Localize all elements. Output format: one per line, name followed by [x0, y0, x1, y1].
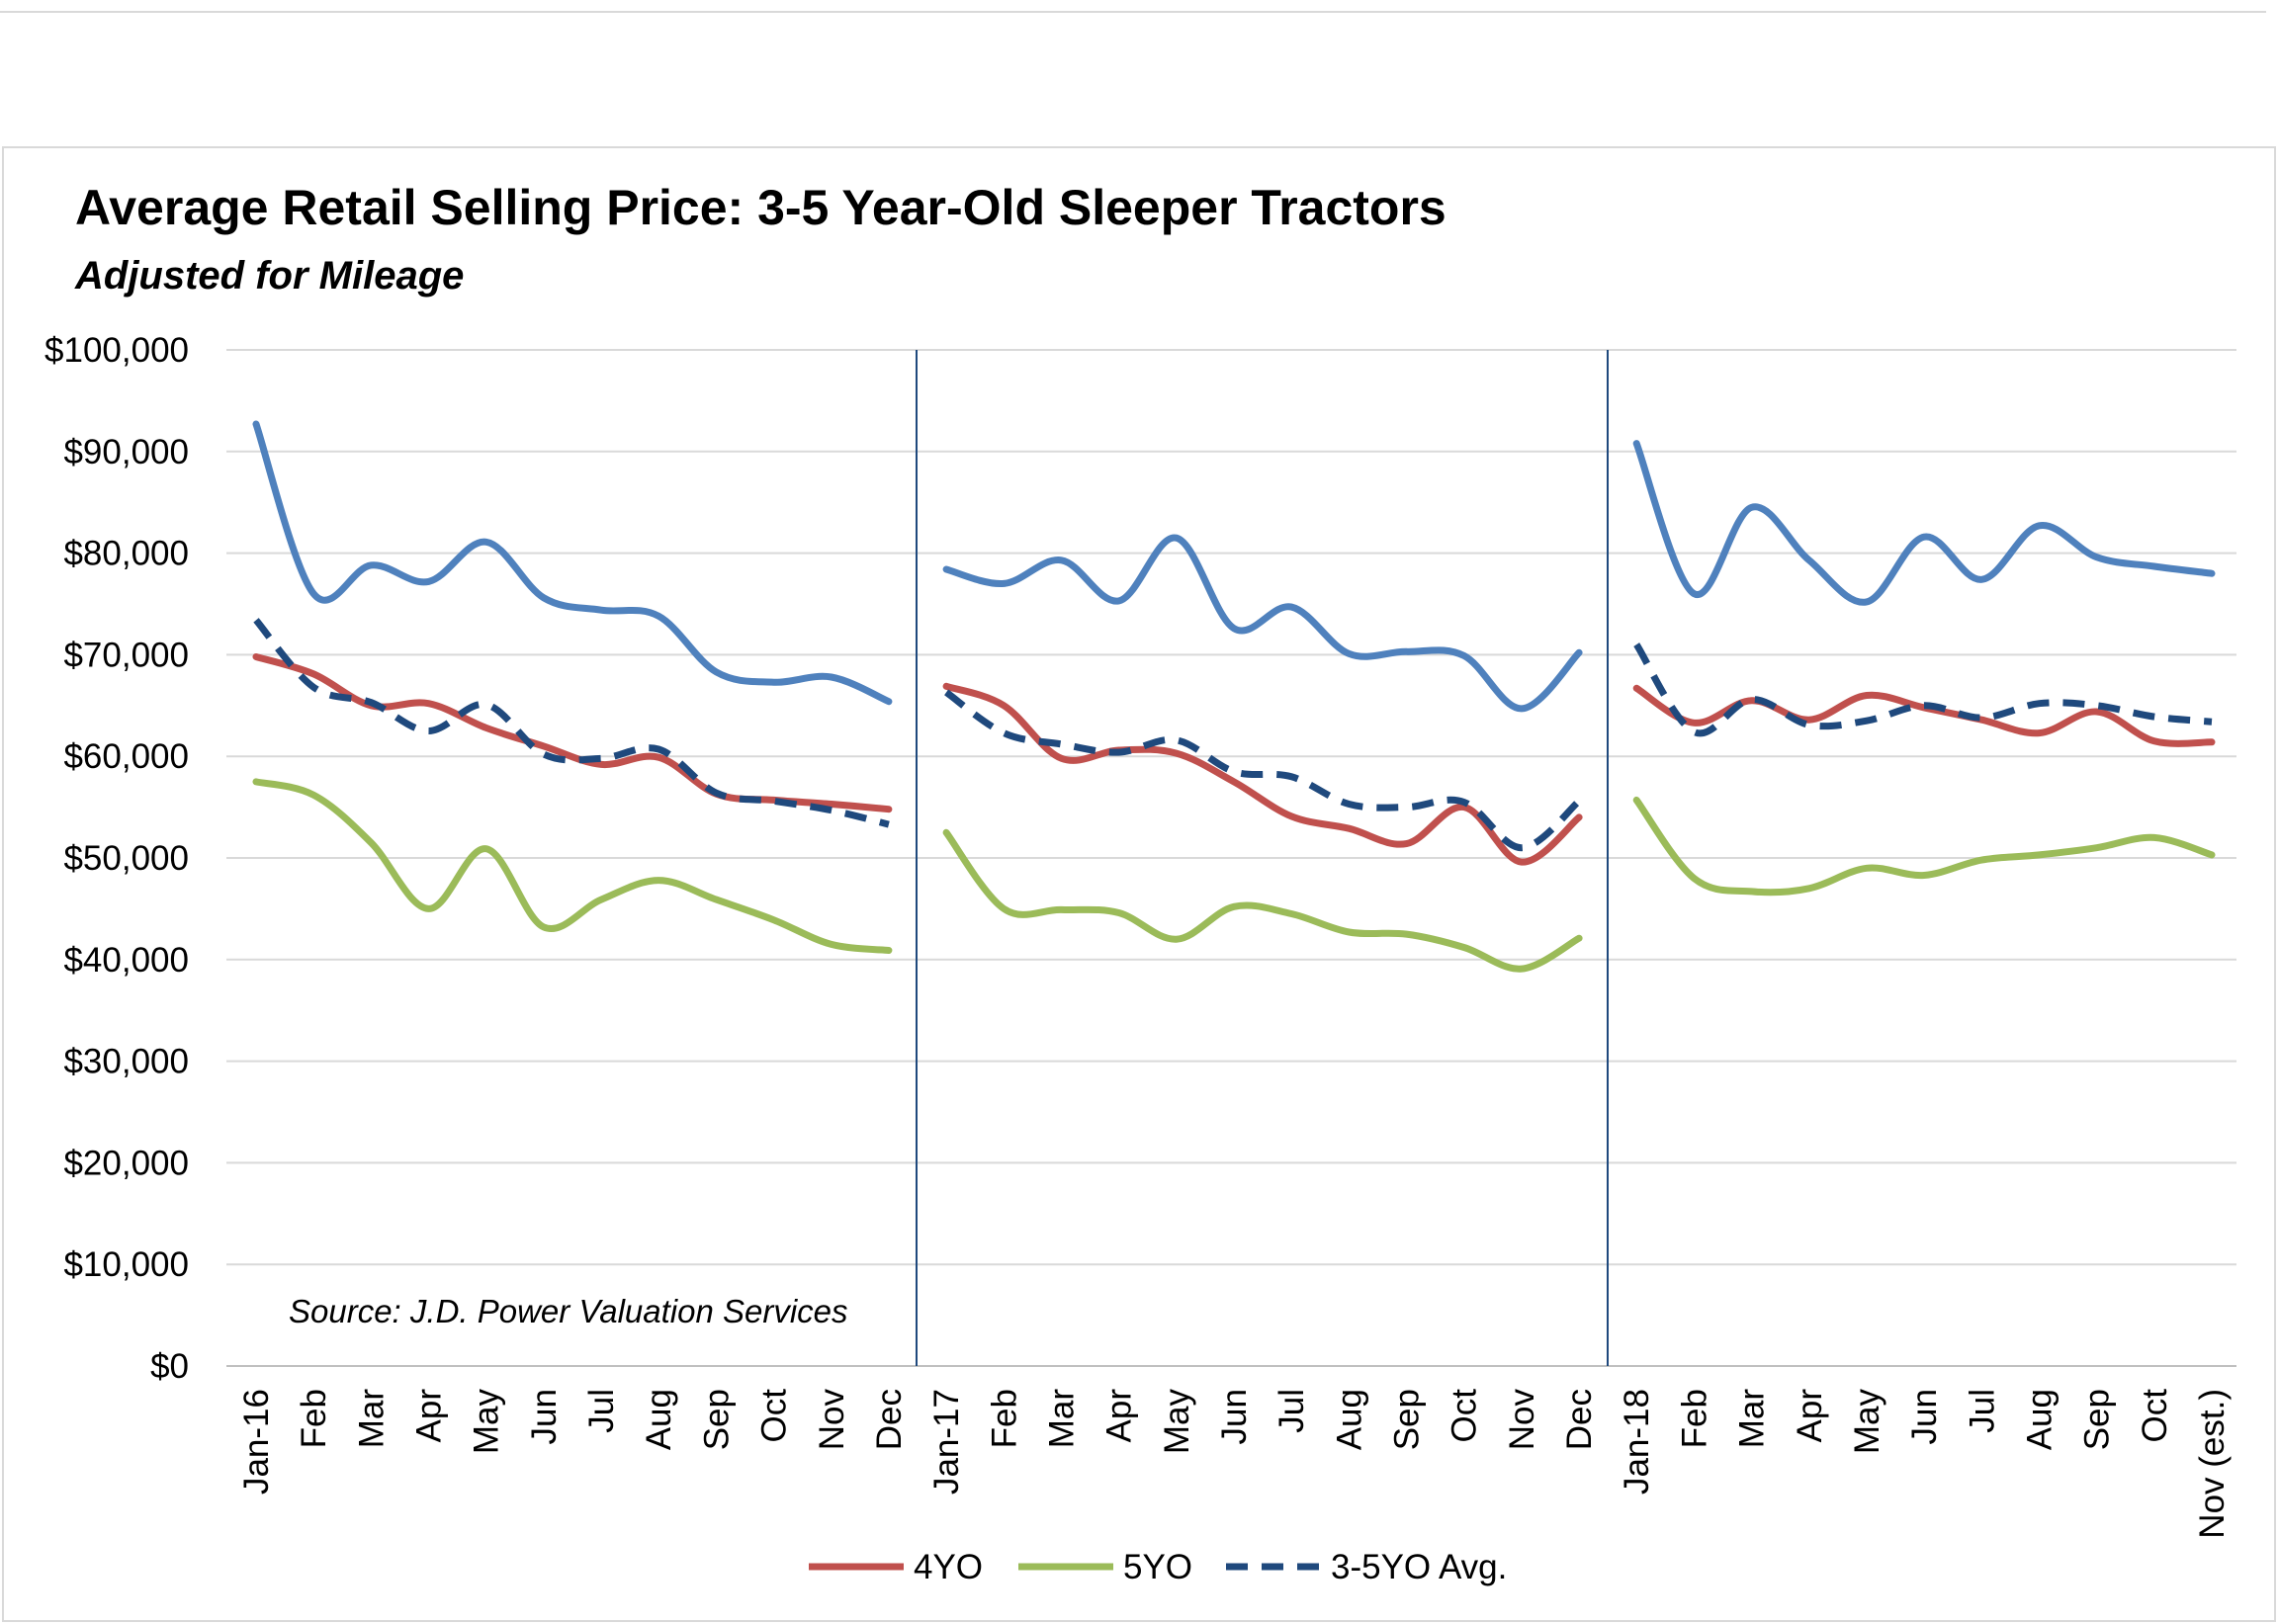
y-tick-label: $0	[150, 1347, 189, 1386]
series-3-5yo-avg	[253, 618, 2213, 852]
series-line-segment	[942, 828, 1583, 973]
x-tick-label: May	[1848, 1389, 1886, 1455]
x-tick-label: Mar	[1733, 1389, 1772, 1449]
x-tick-label: Oct	[2136, 1389, 2174, 1443]
y-tick-label: $100,000	[44, 331, 189, 370]
series-line-segment	[942, 682, 1583, 866]
y-tick-label: $80,000	[63, 535, 189, 573]
series-line-segment	[252, 653, 893, 813]
x-tick-label: Aug	[640, 1389, 678, 1450]
x-tick-label: Oct	[755, 1389, 794, 1443]
x-tick-label: May	[468, 1389, 506, 1455]
series-unlabeled	[252, 420, 2216, 713]
series-line-segment	[1632, 796, 2216, 897]
x-tick-label: Nov	[1503, 1389, 1541, 1451]
series-line-segment	[942, 534, 1583, 713]
y-axis-ticks: $0 $10,000 $20,000 $30,000 $40,000 $50,000 $60…	[44, 331, 189, 1386]
x-tick-label: Jan-17	[927, 1389, 966, 1495]
x-tick-label: Jul	[1963, 1389, 2001, 1433]
x-tick-label: Nov	[813, 1389, 851, 1451]
series-line-segment	[1632, 440, 2216, 606]
series-line-segment	[253, 618, 890, 828]
x-tick-label: Mar	[352, 1389, 391, 1449]
x-axis-ticks: Jan-16 Feb Mar Apr May Jun Jul Aug Sep Oct Nov Dec J…	[237, 1389, 2232, 1539]
legend-label: 4YO	[914, 1548, 983, 1586]
y-tick-label: $90,000	[63, 433, 189, 471]
top-divider-line	[0, 0, 2266, 13]
series-line-segment	[1632, 684, 2216, 747]
series-line-segment	[252, 420, 893, 706]
x-tick-label: Oct	[1446, 1389, 1484, 1443]
x-tick-label: Apr	[410, 1389, 449, 1443]
x-tick-label: Jun	[525, 1389, 564, 1444]
x-tick-label: Apr	[1100, 1389, 1139, 1443]
x-tick-label: Nov (est.)	[2193, 1389, 2232, 1539]
chart-title: Average Retail Selling Price: 3-5 Year-O…	[75, 180, 1446, 235]
legend-label: 5YO	[1123, 1548, 1192, 1586]
x-tick-label: Jul	[1272, 1389, 1311, 1433]
x-tick-label: Apr	[1791, 1389, 1829, 1443]
x-tick-label: Feb	[985, 1389, 1023, 1448]
y-tick-label: $70,000	[63, 636, 189, 674]
year-separators	[916, 350, 1609, 1366]
y-tick-label: $50,000	[63, 839, 189, 878]
y-tick-label: $40,000	[63, 941, 189, 980]
x-tick-label: Jun	[1215, 1389, 1254, 1444]
x-tick-label: Dec	[1560, 1389, 1599, 1450]
chart-frame	[2, 146, 2276, 1622]
legend-item: 5YO	[1018, 1548, 1192, 1586]
series-line-segment	[944, 689, 1582, 852]
y-tick-label: $10,000	[63, 1245, 189, 1284]
x-tick-label: May	[1158, 1389, 1196, 1455]
legend: 4YO 5YO 3-5YO Avg.	[809, 1548, 1507, 1586]
x-tick-label: Sep	[2078, 1389, 2117, 1450]
x-tick-label: Jun	[1905, 1389, 1944, 1444]
x-tick-label: Feb	[1675, 1389, 1713, 1448]
y-tick-label: $30,000	[63, 1043, 189, 1081]
source-note: Source: J.D. Power Valuation Services	[289, 1293, 848, 1329]
x-tick-label: Jan-18	[1618, 1389, 1656, 1495]
legend-item: 3-5YO Avg.	[1226, 1548, 1507, 1586]
x-tick-label: Jul	[582, 1389, 621, 1433]
x-tick-label: Sep	[697, 1389, 736, 1450]
y-tick-label: $60,000	[63, 737, 189, 776]
legend-item: 4YO	[809, 1548, 983, 1586]
x-tick-label: Mar	[1042, 1389, 1081, 1449]
x-tick-label: Feb	[295, 1389, 333, 1448]
x-tick-label: Sep	[1388, 1389, 1427, 1450]
series-5yo	[252, 778, 2216, 973]
gridlines	[226, 349, 2236, 1367]
x-tick-label: Dec	[870, 1389, 909, 1450]
series-lines	[252, 420, 2216, 973]
series-line-segment	[1633, 642, 2213, 737]
x-tick-label: Aug	[2020, 1389, 2059, 1450]
legend-label: 3-5YO Avg.	[1331, 1548, 1507, 1586]
series-line-segment	[252, 778, 893, 954]
x-tick-label: Jan-16	[237, 1389, 276, 1495]
y-tick-label: $20,000	[63, 1144, 189, 1182]
chart-subtitle: Adjusted for Mileage	[74, 254, 464, 298]
x-tick-label: Aug	[1330, 1389, 1368, 1450]
